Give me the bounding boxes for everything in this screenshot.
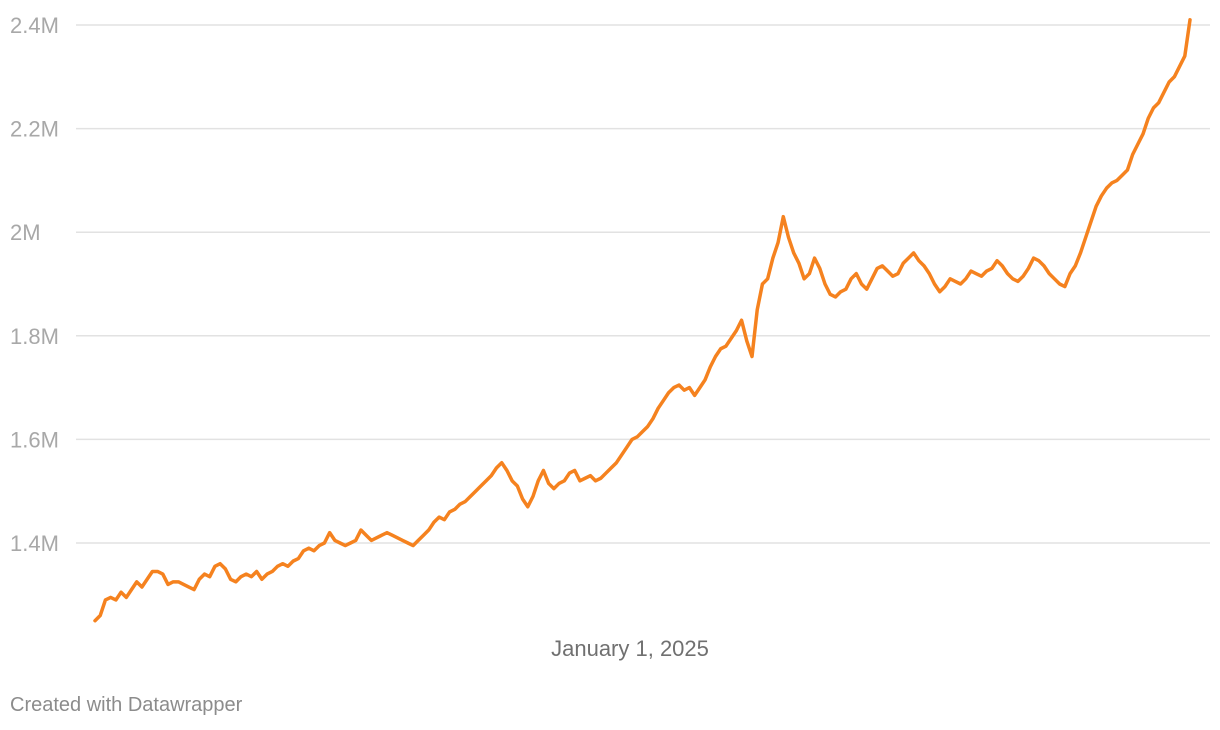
x-axis-tick-labels: January 1, 2025 <box>551 636 709 661</box>
series-lines <box>93 18 1192 623</box>
y-tick-label: 2.4M <box>10 13 59 38</box>
y-tick-label: 2M <box>10 220 41 245</box>
gridlines <box>76 24 1210 544</box>
y-axis-tick-labels: 1.4M 1.6M 1.8M 2M 2.2M 2.4M <box>10 13 59 556</box>
line-chart: 1.4M 1.6M 1.8M 2M 2.2M 2.4M January 1, 2025 <box>10 13 1210 661</box>
x-tick-label: January 1, 2025 <box>551 636 709 661</box>
datawrapper-credit: Created with Datawrapper <box>10 694 243 716</box>
y-tick-label: 1.6M <box>10 427 59 452</box>
y-tick-label: 2.2M <box>10 117 59 142</box>
y-tick-label: 1.8M <box>10 324 59 349</box>
series-line <box>93 18 1192 623</box>
y-tick-label: 1.4M <box>10 531 59 556</box>
